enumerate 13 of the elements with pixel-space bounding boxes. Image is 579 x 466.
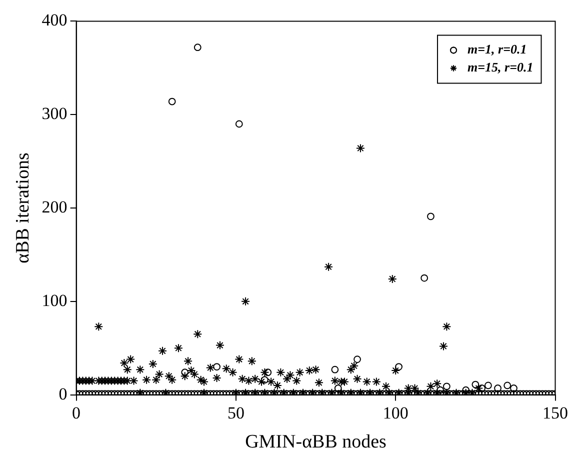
x-axis-title: GMIN-αBB nodes bbox=[245, 432, 386, 453]
y-tick-label: 200 bbox=[42, 197, 68, 216]
legend-label: m=1, r=0.1 bbox=[468, 42, 527, 57]
legend-label: m=15, r=0.1 bbox=[468, 60, 534, 75]
x-tick-label: 0 bbox=[72, 403, 81, 422]
y-axis-title: αBB iterations bbox=[12, 152, 34, 264]
x-tick-label: 150 bbox=[542, 403, 568, 422]
y-tick-label: 300 bbox=[42, 104, 68, 124]
x-tick-label: 100 bbox=[382, 403, 408, 422]
y-tick-label: 400 bbox=[42, 10, 68, 30]
y-tick-label: 100 bbox=[42, 290, 68, 310]
x-tick-label: 50 bbox=[227, 403, 244, 422]
y-tick-label: 0 bbox=[58, 384, 68, 404]
